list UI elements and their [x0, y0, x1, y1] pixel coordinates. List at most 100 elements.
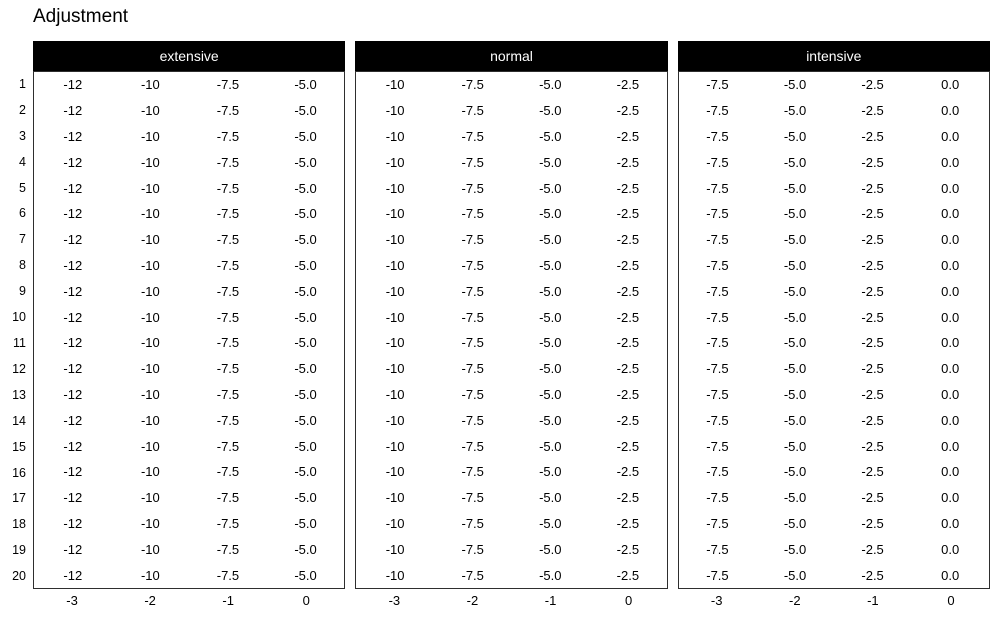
table-cell: -12 — [63, 541, 83, 557]
table-cell: -10 — [140, 464, 160, 480]
table-row: -12 -10 -7.5 -5.0 — [34, 72, 344, 98]
table-cell: -7.5 — [216, 464, 240, 480]
table-row: -7.5 -5.0 -2.5 0.0 — [679, 459, 989, 485]
table-cell: -2.5 — [616, 128, 640, 144]
table-row: -12 -10 -7.5 -5.0 — [34, 227, 344, 253]
table-cell: -7.5 — [706, 438, 729, 454]
table-cell: 0.0 — [941, 154, 960, 170]
table-cell: -10 — [385, 490, 405, 506]
table-cell: -7.5 — [706, 309, 729, 325]
table-cell: -2.5 — [861, 541, 884, 557]
table-cell: -10 — [385, 77, 405, 93]
table-row: -12 -10 -7.5 -5.0 — [34, 382, 344, 408]
table-cell: -7.5 — [461, 77, 484, 93]
row-number: 20 — [12, 569, 26, 584]
table-cell: -5.0 — [294, 128, 317, 144]
table-cell: -12 — [63, 283, 83, 299]
table-cell: -10 — [385, 154, 405, 170]
column-axis-label: -3 — [710, 593, 723, 608]
table-row: -12 -10 -7.5 -5.0 — [34, 356, 344, 382]
table-cell: -5.0 — [783, 206, 807, 222]
table-cell: -2.5 — [861, 438, 884, 454]
column-axis-label: 0 — [624, 593, 633, 608]
table-row: -10 -7.5 -5.0 -2.5 — [356, 278, 666, 304]
table-cell: -10 — [140, 490, 160, 506]
table-cell: 0.0 — [941, 361, 960, 377]
row-number: 13 — [12, 387, 26, 402]
table-cell: -2.5 — [861, 386, 884, 402]
table-cell: -12 — [63, 335, 83, 351]
table-cell: -10 — [385, 283, 405, 299]
table-cell: -10 — [385, 438, 405, 454]
table-cell: -2.5 — [616, 77, 640, 93]
table-cell: -2.5 — [616, 335, 640, 351]
table-cell: -7.5 — [216, 206, 240, 222]
table-cell: -5.0 — [294, 206, 317, 222]
table-cell: -7.5 — [706, 541, 729, 557]
table-cell: -10 — [385, 257, 405, 273]
table-cell: -5.0 — [294, 438, 317, 454]
table-cell: -5.0 — [539, 490, 562, 506]
table-cell: -10 — [140, 283, 160, 299]
panel-footer: -3 -2 -1 0 — [678, 589, 990, 613]
table-cell: -5.0 — [783, 257, 807, 273]
table-row: -10 -7.5 -5.0 -2.5 — [356, 227, 666, 253]
table-cell: -7.5 — [706, 464, 729, 480]
table-cell: -5.0 — [539, 464, 562, 480]
table-row: -10 -7.5 -5.0 -2.5 — [356, 562, 666, 588]
table-cell: 0.0 — [941, 412, 960, 428]
table-cell: -7.5 — [706, 386, 729, 402]
table-cell: -5.0 — [294, 257, 317, 273]
table-cell: -7.5 — [706, 283, 729, 299]
table-row: -7.5 -5.0 -2.5 0.0 — [679, 227, 989, 253]
table-cell: -7.5 — [461, 386, 484, 402]
table-cell: -12 — [63, 257, 83, 273]
table-cell: -2.5 — [861, 412, 884, 428]
table-cell: 0.0 — [941, 77, 960, 93]
table-row: -10 -7.5 -5.0 -2.5 — [356, 536, 666, 562]
column-axis-label: -1 — [867, 593, 879, 608]
table-cell: -12 — [63, 128, 83, 144]
table-cell: -12 — [63, 567, 83, 583]
table-cell: -2.5 — [861, 515, 884, 531]
table-cell: -12 — [63, 361, 83, 377]
table-row: -10 -7.5 -5.0 -2.5 — [356, 382, 666, 408]
table-row: -12 -10 -7.5 -5.0 — [34, 330, 344, 356]
table-cell: -5.0 — [539, 386, 562, 402]
table-cell: -2.5 — [861, 257, 884, 273]
table-row: -12 -10 -7.5 -5.0 — [34, 124, 344, 150]
table-cell: -2.5 — [616, 490, 640, 506]
table-cell: -10 — [385, 309, 405, 325]
table-cell: -7.5 — [216, 128, 240, 144]
row-number: 6 — [19, 206, 26, 221]
table-cell: -7.5 — [216, 515, 240, 531]
table-cell: -7.5 — [216, 412, 240, 428]
table-cell: -7.5 — [216, 283, 240, 299]
table-row: -12 -10 -7.5 -5.0 — [34, 149, 344, 175]
table-cell: -5.0 — [539, 438, 562, 454]
column-axis-label: -2 — [788, 593, 801, 608]
row-number: 18 — [12, 517, 26, 532]
panel-body: -7.5 -5.0 -2.5 0.0 -7.5 -5.0 -2.5 0.0 -7.5 -5.0 -2… — [677, 71, 990, 589]
table-row: -7.5 -5.0 -2.5 0.0 — [679, 433, 989, 459]
table-cell: -2.5 — [616, 438, 640, 454]
table-cell: -5.0 — [294, 412, 317, 428]
table-row: -7.5 -5.0 -2.5 0.0 — [679, 72, 989, 98]
table-cell: 0.0 — [941, 128, 960, 144]
table-cell: -5.0 — [539, 541, 562, 557]
table-row: -7.5 -5.0 -2.5 0.0 — [679, 407, 989, 433]
page-title: Adjustment — [33, 6, 129, 27]
table-cell: -7.5 — [216, 103, 240, 119]
table-cell: -7.5 — [461, 309, 484, 325]
panel-footer: -3 -2 -1 0 — [355, 589, 667, 613]
table-cell: -2.5 — [861, 567, 884, 583]
table-cell: -5.0 — [783, 412, 807, 428]
table-cell: -5.0 — [539, 77, 562, 93]
panels-container: extensive -12 -10 -7.5 -5.0 -12 -10 -7.5 -5.0 -12… — [33, 41, 990, 613]
table-cell: -2.5 — [861, 490, 884, 506]
row-number: 8 — [19, 258, 26, 273]
table-row: -12 -10 -7.5 -5.0 — [34, 459, 344, 485]
table-cell: -10 — [385, 515, 405, 531]
panel-header: extensive — [33, 41, 346, 71]
